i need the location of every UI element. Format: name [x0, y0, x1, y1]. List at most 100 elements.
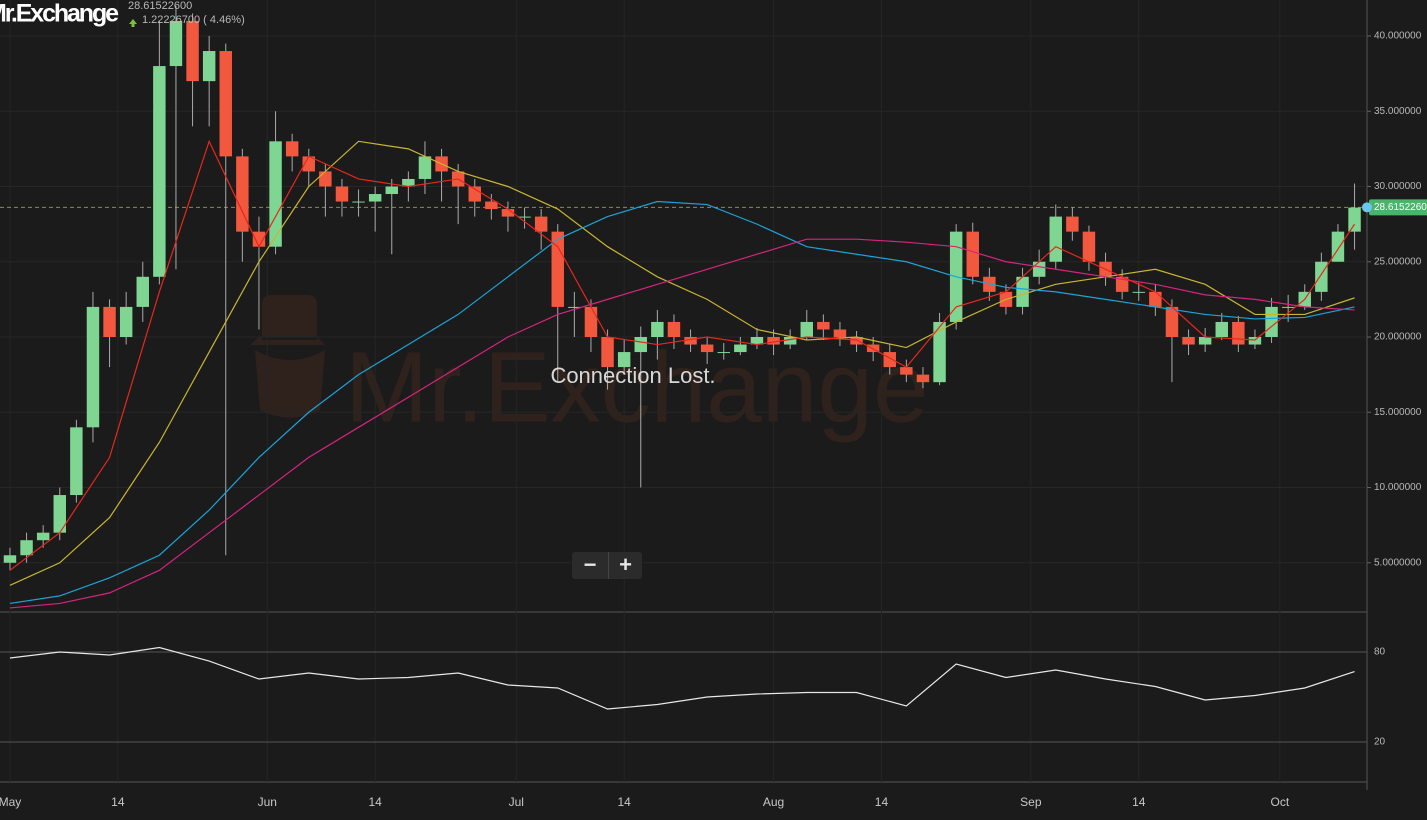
candle-body [1115, 276, 1129, 292]
candle-body [667, 321, 681, 338]
candle-body [1198, 337, 1212, 345]
candle-body [966, 231, 979, 277]
candle-body [1248, 337, 1262, 345]
x-tick-label: Sep [1020, 795, 1042, 809]
y-tick-label: 35.000000 [1374, 106, 1422, 117]
candle-body [900, 367, 913, 375]
candle-body [783, 337, 797, 345]
x-tick-label: Jul [509, 795, 524, 809]
zoom-in-button[interactable]: + [608, 552, 642, 579]
candle-body [1066, 216, 1079, 232]
last-price-dot [1362, 202, 1372, 213]
candle-body [1232, 321, 1245, 345]
candle-body [20, 540, 33, 556]
candle-body [1049, 216, 1062, 262]
candle-body [236, 156, 249, 232]
x-tick-label: 14 [1132, 795, 1146, 809]
grid [0, 0, 1367, 782]
candle-body [485, 201, 498, 210]
candle-body [1265, 306, 1278, 338]
candle-body [684, 337, 697, 345]
candle-body [153, 66, 166, 277]
candle-body [584, 306, 598, 338]
candle-body [1331, 231, 1345, 262]
candle-body [518, 216, 531, 218]
y-tick-label: 40.000000 [1374, 31, 1422, 42]
candle-body [1082, 231, 1096, 262]
x-tick-label: 14 [111, 795, 125, 809]
moving-average-line [9, 140, 1355, 586]
candle-body [933, 321, 946, 383]
candle-body [418, 156, 432, 179]
candle-body [103, 306, 116, 338]
candle-body [617, 352, 631, 368]
moving-average-line [9, 200, 1355, 605]
candle-body [551, 231, 564, 307]
candle-body [319, 171, 332, 187]
x-tick-label: Aug [763, 795, 784, 809]
last-price-label: 28.61522600 [1374, 202, 1427, 213]
candle-body [916, 374, 930, 383]
candle-body [1215, 321, 1228, 338]
candle-body [866, 344, 880, 353]
header-change: 1.22226700 ( 4.46%) [142, 14, 245, 26]
candle-body [717, 352, 730, 354]
y-tick-label: 30.000000 [1374, 181, 1422, 192]
up-arrow [129, 19, 137, 27]
candle-body [534, 216, 548, 232]
candle-body [70, 427, 83, 496]
candle-body [750, 337, 764, 345]
candle-body [1165, 306, 1179, 338]
candle-body [252, 231, 266, 247]
candle-body [651, 321, 664, 338]
x-tick-label: Jun [258, 795, 277, 809]
candle-body [1149, 291, 1162, 307]
candle-body [186, 20, 199, 82]
candle-body [202, 51, 216, 82]
candle-body [800, 321, 813, 338]
y-tick-label: 20.000000 [1374, 332, 1422, 343]
candle-body [169, 20, 183, 67]
candle-body [734, 344, 747, 353]
candle-body [817, 321, 830, 330]
candle-body [219, 51, 232, 157]
candle-body [634, 337, 647, 353]
y-tick-label: 15.000000 [1374, 407, 1422, 418]
candle-body [501, 209, 515, 217]
watermark-icon [250, 295, 325, 418]
candle-body [1016, 276, 1029, 307]
candle-body [1281, 306, 1295, 308]
candle-body [302, 156, 315, 172]
moving-average-line [9, 139, 1356, 571]
candle-body [368, 194, 382, 202]
candle-body [700, 344, 714, 353]
candle-body [767, 337, 780, 345]
y-tick-label: 10.000000 [1374, 482, 1422, 493]
x-tick-label: 14 [368, 795, 382, 809]
rsi-tick-label: 80 [1374, 647, 1386, 658]
candle-body [1132, 291, 1145, 293]
candle-body [402, 178, 415, 187]
zoom-out-button[interactable]: − [583, 552, 597, 577]
last-price-badge [1369, 199, 1427, 216]
candle-body [285, 141, 299, 157]
candle-body [136, 276, 149, 307]
rsi-tick-label: 20 [1374, 737, 1386, 748]
candle-body [1032, 261, 1046, 277]
candle-body [119, 306, 133, 338]
candle-body [385, 186, 398, 195]
zoom-control: − + [572, 552, 642, 579]
candle-body [86, 306, 100, 428]
candle-body [352, 201, 365, 203]
x-tick-label: May [0, 795, 21, 809]
status-text: Connection Lost. [550, 363, 715, 388]
x-tick-label: 14 [617, 795, 631, 809]
plot [0, 5, 1367, 710]
candle-body [1348, 207, 1361, 232]
candle-body [568, 306, 581, 308]
candle-body [883, 352, 896, 368]
y-tick-label: 5.0000000 [1374, 557, 1422, 568]
header-price: 28.61522600 [128, 0, 192, 12]
